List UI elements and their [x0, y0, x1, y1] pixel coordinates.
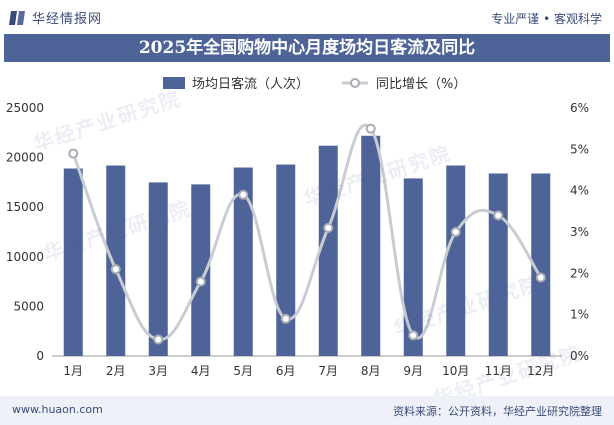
- y-right-tick-label: 4%: [570, 184, 589, 198]
- line-point: [450, 227, 461, 237]
- y-right-tick-label: 5%: [570, 142, 589, 156]
- footer-url-link[interactable]: www.huaon.com: [12, 403, 103, 416]
- bar: [361, 135, 381, 356]
- x-tick-label: 3月: [148, 364, 168, 378]
- x-tick-label: 1月: [63, 364, 83, 378]
- title-band: 2025年全国购物中心月度场均日客流及同比: [4, 34, 610, 62]
- tagline: 专业严谨 • 客观科学: [491, 12, 602, 26]
- bar: [106, 165, 126, 356]
- line-point: [408, 330, 419, 341]
- x-tick-label: 12月: [527, 364, 554, 378]
- top-bar: 华经情报网 专业严谨 • 客观科学: [0, 0, 614, 34]
- bar: [63, 168, 83, 356]
- y-left-tick-label: 25000: [6, 101, 44, 115]
- bar: [403, 178, 423, 356]
- y-left-tick-label: 10000: [6, 250, 44, 264]
- x-tick-label: 10月: [442, 364, 469, 378]
- line-point: [493, 210, 504, 221]
- line-point: [153, 334, 164, 345]
- bar: [191, 184, 211, 356]
- y-left-tick-label: 0: [36, 349, 44, 363]
- line-point: [280, 313, 291, 324]
- x-tick-label: 11月: [485, 364, 512, 378]
- bar: [446, 165, 466, 356]
- line-point: [195, 276, 206, 287]
- line-point: [535, 272, 546, 283]
- legend-line-label: 同比增长（%）: [376, 77, 466, 92]
- legend-bar-label: 场均日客流（人次）: [192, 76, 309, 92]
- brand[interactable]: 华经情报网: [9, 8, 103, 27]
- line-point: [110, 264, 121, 275]
- x-tick-label: 6月: [276, 364, 296, 378]
- bar: [276, 164, 296, 356]
- x-tick-label: 4月: [191, 364, 211, 378]
- y-right-tick-label: 0%: [570, 349, 589, 363]
- line-point: [238, 189, 249, 200]
- x-tick-label: 7月: [318, 364, 338, 378]
- chart-title: 2025年全国购物中心月度场均日客流及同比: [138, 38, 476, 58]
- y-right-tick-label: 1%: [570, 308, 589, 322]
- line-point: [365, 123, 376, 134]
- footer-source: 资料来源：公开资料，华经产业研究院整理: [393, 405, 602, 418]
- y-right-tick-label: 3%: [570, 225, 589, 239]
- bar: [318, 145, 338, 356]
- y-left-tick-label: 20000: [6, 151, 44, 165]
- x-tick-label: 2月: [106, 364, 126, 378]
- legend-line-marker: [350, 78, 360, 88]
- y-right-tick-label: 6%: [570, 101, 589, 115]
- bar: [148, 182, 168, 356]
- y-left-tick-label: 5000: [13, 299, 44, 313]
- bar: [233, 167, 253, 356]
- brand-logo-icon: [9, 10, 26, 26]
- legend-bar-swatch: [163, 77, 185, 89]
- footer: www.huaon.com 资料来源：公开资料，华经产业研究院整理: [0, 396, 614, 425]
- chart: 0 5000 10000 15000 20000 25000 0% 1% 2% 3% 4% 5% 6% 1…: [6, 76, 589, 378]
- x-tick-label: 9月: [403, 364, 423, 378]
- line-point: [323, 222, 334, 233]
- y-left-tick-label: 15000: [6, 200, 44, 214]
- series-line: [71, 123, 543, 341]
- x-tick-label: 5月: [233, 364, 253, 378]
- x-tick-label: 8月: [361, 364, 381, 378]
- y-right-tick-label: 2%: [570, 266, 589, 280]
- bar: [488, 173, 508, 356]
- bar: [531, 173, 551, 356]
- brand-name: 华经情报网: [32, 12, 103, 27]
- line-point: [68, 148, 79, 159]
